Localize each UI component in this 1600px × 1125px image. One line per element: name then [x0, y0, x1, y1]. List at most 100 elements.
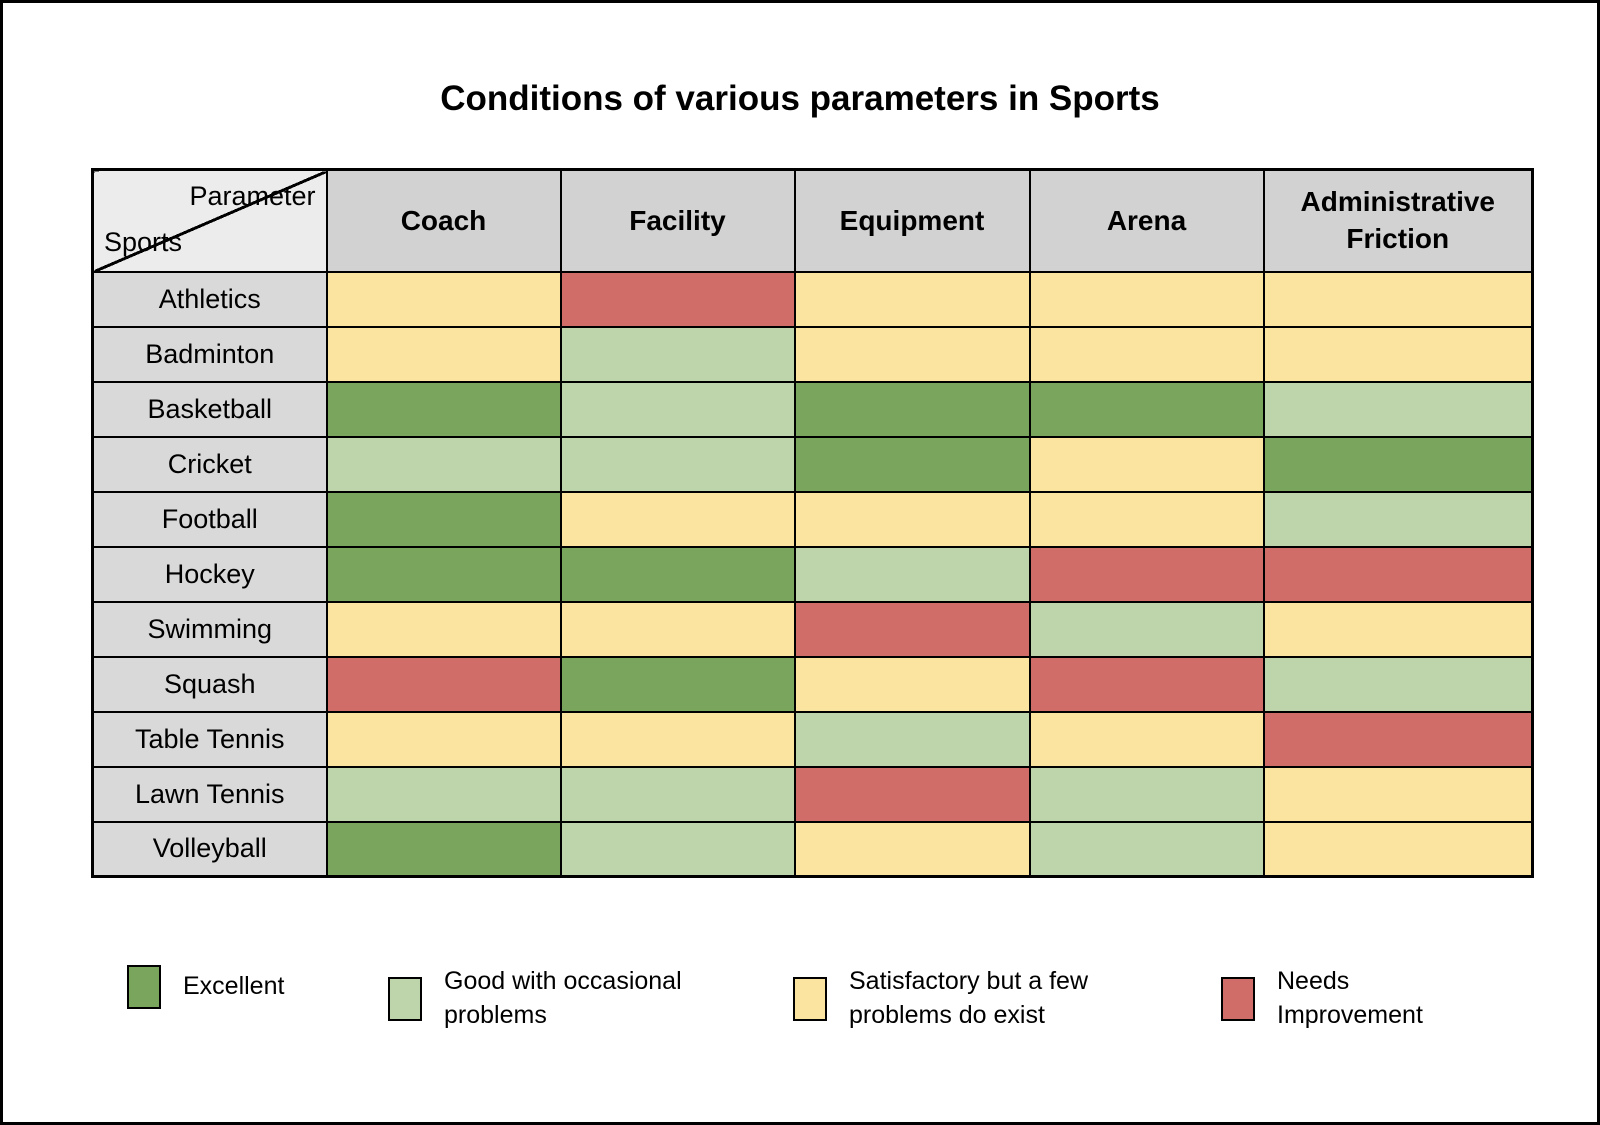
rating-cell-needs-improvement: [1028, 545, 1265, 603]
sport-label: Basketball: [91, 380, 328, 438]
rating-cell-excellent: [793, 380, 1031, 438]
conditions-table: Parameter Sports Coach Facility Equipment A…: [91, 168, 1534, 878]
rating-cell-satisfactory: [325, 325, 562, 383]
legend-swatch: [127, 965, 161, 1009]
rating-cell-good: [793, 545, 1031, 603]
rating-cell-satisfactory: [559, 710, 796, 768]
sport-label: Volleyball: [91, 820, 328, 878]
rating-cell-good: [559, 435, 796, 493]
table-row: Table Tennis: [91, 710, 1534, 768]
rating-cell-good: [1262, 490, 1534, 548]
rating-cell-satisfactory: [1262, 820, 1534, 878]
rating-cell-satisfactory: [1262, 325, 1534, 383]
table-row: Basketball: [91, 380, 1534, 438]
header-row: Parameter Sports Coach Facility Equipment A…: [91, 168, 1534, 273]
rating-cell-good: [325, 765, 562, 823]
rating-cell-satisfactory: [325, 600, 562, 658]
legend-label: Excellent: [183, 972, 285, 1001]
rating-cell-satisfactory: [559, 490, 796, 548]
legend-swatch: [793, 976, 827, 1021]
sport-label: Cricket: [91, 435, 328, 493]
table-row: Badminton: [91, 325, 1534, 383]
rating-cell-good: [325, 435, 562, 493]
rating-cell-needs-improvement: [325, 655, 562, 713]
rating-cell-excellent: [793, 435, 1031, 493]
rating-cell-good: [559, 325, 796, 383]
legend: Excellent Good with occasional problems Sa…: [3, 965, 1597, 1085]
table-row: Lawn Tennis: [91, 765, 1534, 823]
sport-label: Swimming: [91, 600, 328, 658]
table-row: Volleyball: [91, 820, 1534, 878]
rating-cell-satisfactory: [793, 820, 1031, 878]
column-header-coach: Coach: [325, 168, 562, 273]
legend-label: Good with occasional problems: [444, 967, 682, 1029]
sport-label: Table Tennis: [91, 710, 328, 768]
rating-cell-satisfactory: [1028, 710, 1265, 768]
table-row: Swimming: [91, 600, 1534, 658]
rating-cell-good: [1028, 820, 1265, 878]
table-row: Football: [91, 490, 1534, 548]
legend-label: Needs Improvement: [1277, 967, 1423, 1029]
legend-item-needs-improvement: Needs Improvement: [1221, 965, 1457, 1033]
rating-cell-satisfactory: [1028, 490, 1265, 548]
rating-cell-needs-improvement: [559, 270, 796, 328]
sport-label: Badminton: [91, 325, 328, 383]
rating-cell-excellent: [1028, 380, 1265, 438]
rating-cell-needs-improvement: [1262, 545, 1534, 603]
rating-cell-excellent: [325, 545, 562, 603]
table-body: Athletics Badminton Basketball Cricket Footb…: [91, 270, 1534, 878]
table-row: Squash: [91, 655, 1534, 713]
rating-cell-excellent: [325, 380, 562, 438]
rating-cell-excellent: [559, 545, 796, 603]
corner-sports-label: Sports: [104, 227, 183, 258]
rating-cell-needs-improvement: [1262, 710, 1534, 768]
corner-parameter-label: Parameter: [189, 181, 316, 211]
corner-cell: Parameter Sports: [91, 168, 328, 273]
table-row: Cricket: [91, 435, 1534, 493]
rating-cell-excellent: [325, 820, 562, 878]
legend-item-excellent: Excellent: [127, 965, 284, 1009]
sport-label: Lawn Tennis: [91, 765, 328, 823]
table-row: Athletics: [91, 270, 1534, 328]
rating-cell-good: [1262, 655, 1534, 713]
rating-cell-satisfactory: [1262, 600, 1534, 658]
legend-item-satisfactory: Satisfactory but a few problems do exist: [793, 965, 1169, 1033]
rating-cell-satisfactory: [1028, 270, 1265, 328]
rating-cell-satisfactory: [793, 270, 1031, 328]
legend-label: Satisfactory but a few problems do exist: [849, 967, 1089, 1029]
rating-cell-excellent: [1262, 435, 1534, 493]
rating-cell-satisfactory: [1028, 325, 1265, 383]
sport-label: Hockey: [91, 545, 328, 603]
rating-cell-excellent: [559, 655, 796, 713]
rating-cell-good: [1028, 765, 1265, 823]
rating-cell-satisfactory: [1262, 270, 1534, 328]
table-row: Hockey: [91, 545, 1534, 603]
rating-cell-good: [1262, 380, 1534, 438]
rating-cell-good: [559, 380, 796, 438]
column-header-administrative-friction: Administrative Friction: [1262, 168, 1534, 273]
rating-cell-good: [793, 710, 1031, 768]
rating-cell-satisfactory: [793, 490, 1031, 548]
rating-cell-satisfactory: [325, 710, 562, 768]
column-header-arena: Arena: [1028, 168, 1265, 273]
rating-cell-satisfactory: [793, 655, 1031, 713]
sport-label: Football: [91, 490, 328, 548]
rating-cell-satisfactory: [325, 270, 562, 328]
chart-title: Conditions of various parameters in Spor…: [440, 79, 1160, 118]
rating-cell-good: [559, 765, 796, 823]
column-header-facility: Facility: [559, 168, 796, 273]
sport-label: Athletics: [91, 270, 328, 328]
rating-cell-satisfactory: [1262, 765, 1534, 823]
rating-cell-needs-improvement: [793, 600, 1031, 658]
rating-cell-needs-improvement: [793, 765, 1031, 823]
rating-cell-good: [1028, 600, 1265, 658]
legend-swatch: [388, 976, 422, 1021]
rating-cell-satisfactory: [1028, 435, 1265, 493]
rating-cell-satisfactory: [793, 325, 1031, 383]
legend-swatch: [1221, 976, 1255, 1021]
rating-cell-satisfactory: [559, 600, 796, 658]
rating-cell-needs-improvement: [1028, 655, 1265, 713]
sport-label: Squash: [91, 655, 328, 713]
rating-cell-good: [559, 820, 796, 878]
